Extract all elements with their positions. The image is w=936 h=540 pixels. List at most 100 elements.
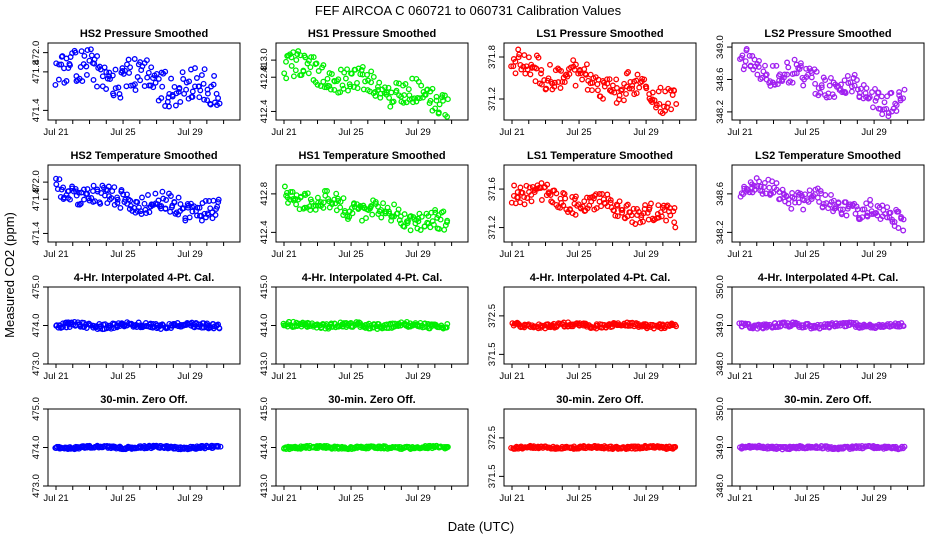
data-point — [202, 197, 209, 204]
data-point — [337, 198, 344, 205]
data-point — [84, 47, 91, 54]
data-point — [145, 69, 152, 76]
data-point — [657, 84, 664, 91]
data-point — [544, 181, 551, 188]
data-point — [166, 103, 172, 110]
panel-title: 30-min. Zero Off. — [784, 394, 871, 406]
data-point — [175, 194, 182, 201]
data-point — [884, 93, 891, 100]
data-point — [105, 183, 112, 190]
data-point — [81, 196, 87, 203]
x-tick-label: Jul 29 — [633, 127, 658, 138]
data-point — [800, 82, 807, 89]
panel-3: LS1 Pressure Smoothed 371.2 371.8 Jul 21 Jul… — [487, 28, 697, 138]
data-point — [817, 187, 824, 194]
data-point — [818, 84, 825, 91]
data-point — [413, 98, 420, 105]
data-point — [292, 67, 299, 74]
data-point — [517, 199, 524, 206]
data-point — [141, 200, 148, 207]
data-point — [183, 86, 190, 93]
data-point — [793, 70, 800, 77]
data-point — [107, 76, 113, 83]
y-tick-label: 371.5 — [487, 342, 498, 366]
data-point — [538, 70, 544, 77]
data-point — [520, 63, 527, 70]
data-point — [305, 70, 312, 77]
data-point — [853, 203, 860, 210]
data-point — [119, 68, 126, 74]
data-point — [598, 203, 605, 210]
data-point — [186, 78, 193, 85]
data-point — [805, 198, 812, 205]
data-point — [307, 207, 314, 214]
data-point — [333, 207, 340, 214]
data-point — [819, 204, 826, 211]
x-tick-label: Jul 25 — [338, 127, 363, 138]
y-tick-label: 414.0 — [259, 314, 270, 338]
data-point — [368, 68, 375, 75]
data-point — [169, 93, 176, 100]
data-point — [307, 64, 314, 71]
data-point — [288, 62, 295, 69]
data-point — [636, 84, 643, 91]
data-point — [624, 201, 631, 208]
data-point — [158, 202, 165, 209]
panel-13: 30-min. Zero Off. 473.0 474.0 475.0 Jul 21 Ju… — [31, 394, 241, 504]
y-tick-label: 348.2 — [715, 220, 726, 244]
data-point — [300, 67, 307, 74]
data-point — [607, 197, 614, 204]
data-point — [115, 84, 122, 91]
data-point — [77, 322, 84, 329]
panel-16: 30-min. Zero Off. 348.0 349.0 350.0 Jul 21 Ju… — [715, 394, 925, 504]
data-point — [655, 214, 662, 221]
data-point — [132, 87, 139, 94]
data-point — [75, 189, 82, 196]
data-point — [297, 52, 304, 59]
data-point — [538, 180, 545, 187]
data-point — [56, 61, 63, 68]
data-point — [644, 209, 651, 216]
data-point — [521, 201, 528, 208]
panel-title: 4-Hr. Interpolated 4-Pt. Cal. — [530, 272, 671, 284]
data-point — [215, 95, 222, 102]
data-point — [295, 48, 302, 55]
data-point — [418, 213, 425, 220]
x-tick-label: Jul 21 — [499, 493, 524, 504]
y-tick-label: 349.0 — [715, 314, 726, 338]
data-point — [200, 80, 207, 87]
data-point — [160, 195, 167, 202]
data-point — [77, 200, 84, 207]
data-point — [99, 73, 106, 80]
data-point — [895, 208, 902, 215]
y-tick-label: 350.0 — [715, 275, 726, 299]
panel-title: 30-min. Zero Off. — [100, 394, 187, 406]
data-point — [614, 202, 621, 209]
data-point — [283, 58, 289, 65]
data-point — [201, 96, 208, 103]
x-tick-label: Jul 29 — [177, 493, 202, 504]
data-point — [587, 71, 594, 78]
data-point — [370, 73, 377, 80]
data-point — [402, 81, 409, 87]
plot-frame — [275, 164, 469, 243]
data-point — [557, 85, 564, 91]
data-point — [320, 204, 327, 211]
data-point — [762, 62, 768, 69]
data-point — [900, 216, 907, 223]
data-point — [756, 57, 762, 64]
data-point — [796, 66, 803, 72]
data-point — [594, 87, 601, 94]
data-point — [52, 81, 59, 88]
data-point — [400, 99, 407, 106]
data-point — [177, 98, 184, 105]
x-tick-label: Jul 29 — [861, 127, 886, 138]
y-tick-label: 413.0 — [259, 474, 270, 498]
data-point — [405, 86, 412, 93]
data-point — [201, 66, 208, 73]
data-point — [109, 72, 116, 79]
data-point — [404, 220, 411, 226]
panel-6: HS1 Temperature Smoothed 412.4 412.8 Jul 21… — [259, 150, 469, 260]
data-point — [816, 198, 823, 205]
data-point — [346, 213, 353, 220]
